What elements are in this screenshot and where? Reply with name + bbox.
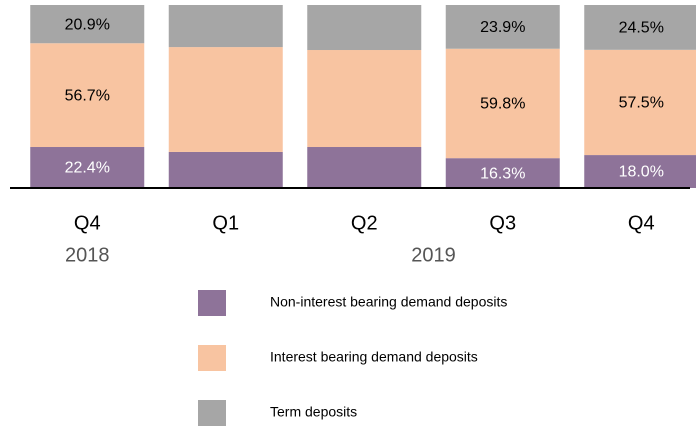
bar-segment (584, 49, 696, 156)
bar-segment (168, 47, 283, 152)
bar-segment (168, 151, 283, 188)
legend-label: Non-interest bearing demand deposits (270, 294, 507, 310)
bar-segment (30, 43, 145, 148)
x-tick-label: Q4 (628, 212, 655, 234)
data-label: 24.5% (619, 20, 664, 37)
bar-segment (584, 5, 696, 50)
bar-segment (307, 5, 422, 51)
x-tick-label: Q3 (489, 212, 516, 234)
data-label: 16.3% (480, 165, 525, 182)
data-label: 18.0% (619, 164, 664, 181)
bar-segment (445, 5, 560, 49)
data-label: 59.8% (480, 96, 525, 113)
data-label: 22.4% (65, 160, 110, 177)
data-label: 23.9% (480, 19, 525, 36)
legend-swatch (198, 345, 226, 371)
x-tick-label: Q1 (212, 212, 239, 234)
group-label: 2018 (65, 244, 110, 266)
bar-segment (445, 158, 560, 188)
legend-label: Term deposits (270, 404, 357, 420)
bar-segment (30, 5, 145, 44)
legend-swatch (198, 400, 226, 426)
data-label: 56.7% (65, 87, 110, 104)
bar-segment (168, 5, 283, 48)
bar-segment (30, 147, 145, 188)
bar-segment (445, 48, 560, 159)
data-label: 20.9% (65, 16, 110, 33)
x-tick-label: Q2 (351, 212, 378, 234)
group-label: 2019 (411, 244, 456, 266)
legend-label: Interest bearing demand deposits (270, 349, 478, 365)
data-label: 57.5% (619, 95, 664, 112)
legend-swatch (198, 290, 226, 316)
bar-segment (584, 155, 696, 188)
bar-segment (307, 50, 422, 148)
x-tick-label: Q4 (74, 212, 101, 234)
bar-segment (307, 147, 422, 188)
